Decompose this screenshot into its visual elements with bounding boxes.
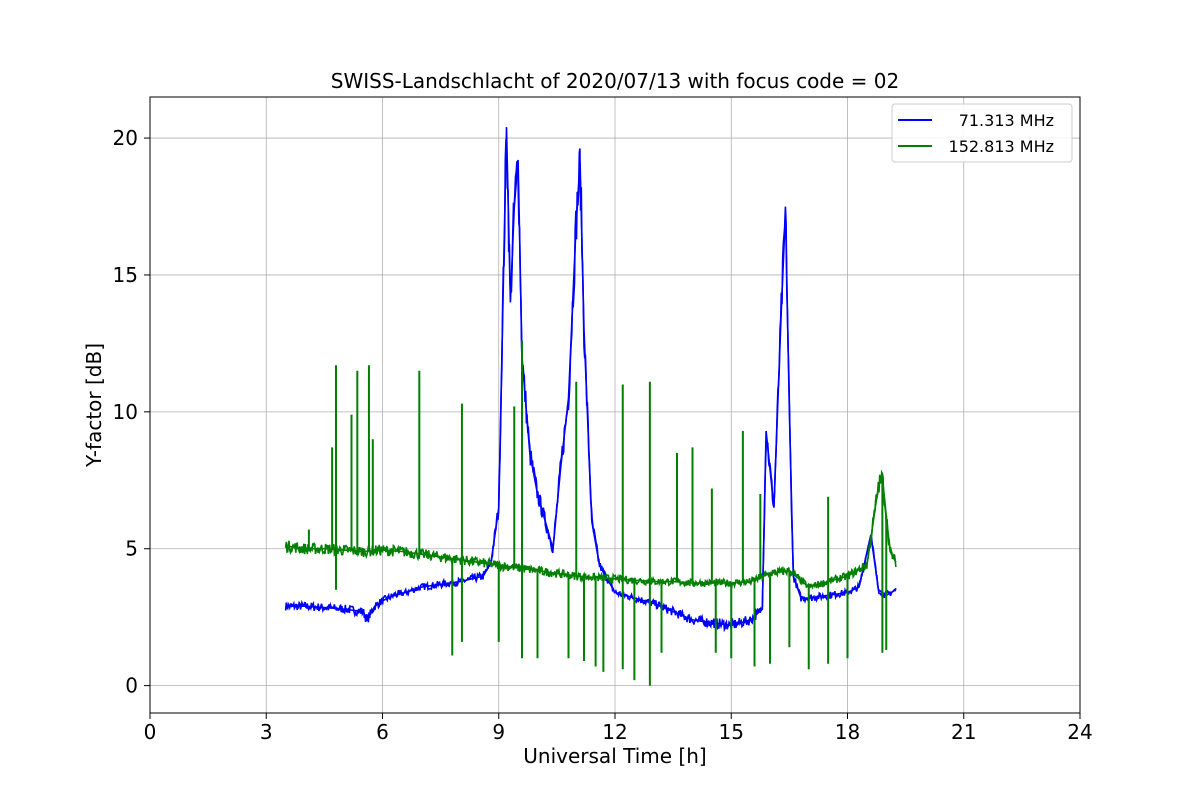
series-envelope — [285, 127, 897, 627]
series-2 — [284, 340, 897, 686]
x-tick-label: 0 — [144, 720, 157, 744]
x-axis-label: Universal Time [h] — [523, 744, 706, 768]
x-tick-label: 18 — [835, 720, 860, 744]
chart-title: SWISS-Landschlacht of 2020/07/13 with fo… — [331, 69, 899, 93]
legend-box — [891, 103, 1073, 163]
series-1 — [284, 127, 897, 633]
ticks-layer: 0 3 6 9 12 15 18 21 24 0 5 10 15 20 — [113, 126, 1093, 744]
legend-label: 71.313 MHz — [959, 111, 1054, 130]
x-tick-label: 3 — [260, 720, 273, 744]
x-tick-label: 15 — [719, 720, 744, 744]
series-envelope — [285, 474, 897, 588]
x-tick-label: 12 — [602, 720, 627, 744]
legend-label: 152.813 MHz — [949, 137, 1054, 156]
x-tick-label: 6 — [376, 720, 389, 744]
y-tick-label: 0 — [125, 674, 138, 698]
legend: 71.313 MHz 152.813 MHz — [891, 103, 1073, 163]
y-tick-label: 15 — [113, 263, 138, 287]
y-tick-label: 5 — [125, 537, 138, 561]
x-tick-label: 9 — [492, 720, 505, 744]
series-layer — [284, 127, 897, 686]
y-tick-label: 20 — [113, 126, 138, 150]
x-tick-label: 21 — [951, 720, 976, 744]
y-axis-label: Y-factor [dB] — [82, 343, 106, 468]
x-tick-label: 24 — [1067, 720, 1092, 744]
y-tick-label: 10 — [113, 400, 138, 424]
